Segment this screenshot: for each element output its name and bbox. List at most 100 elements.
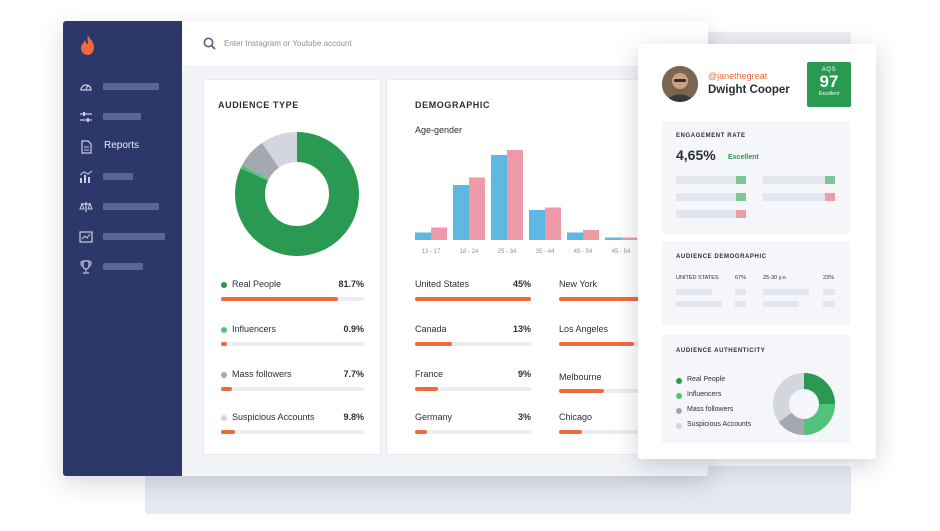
legend-dot [676, 423, 682, 429]
progress-track [559, 389, 708, 393]
scale-icon [79, 202, 93, 212]
city-row: Chicago [559, 412, 708, 442]
legend-value: 7.7% [343, 369, 364, 379]
search-icon[interactable] [203, 37, 216, 50]
sidebar: Reports [63, 21, 182, 476]
country-row: United States 45% [415, 279, 531, 309]
progress-fill [221, 342, 227, 346]
city-label: New York [559, 279, 598, 289]
progress-track [559, 430, 708, 434]
progress-fill [559, 342, 634, 346]
placeholder-bar [676, 289, 712, 295]
sidebar-item-compare[interactable] [79, 199, 179, 215]
progress-fill [415, 387, 439, 391]
legend-label: Influencers [232, 324, 277, 334]
progress-track [221, 387, 364, 391]
progress-fill [415, 297, 531, 301]
sidebar-item-reports[interactable]: Reports [79, 139, 179, 155]
sidebar-item-dashboard[interactable] [79, 79, 179, 95]
audience-demographic-card: AUDIENCE DEMOGRAPHIC UNITED STATES 67% 2… [662, 241, 850, 325]
sidebar-label-placeholder [103, 263, 143, 270]
bar-1-1 [469, 177, 485, 240]
x-tick-label: 13 - 17 [422, 249, 441, 255]
progress-track [559, 342, 708, 346]
progress-fill [415, 342, 453, 346]
progress-fill [415, 430, 427, 434]
country-label: France [415, 369, 444, 379]
progress-track [221, 430, 364, 434]
progress-track [415, 342, 531, 346]
country-value: 9% [517, 369, 531, 379]
legend-label: Real People [687, 376, 726, 383]
progress-track [415, 297, 531, 301]
legend-value: 0.9% [343, 324, 364, 334]
progress-fill [221, 297, 338, 301]
x-tick-label: 35 - 44 [536, 249, 555, 255]
placeholder-bar [735, 301, 746, 307]
country-row: Canada 13% [415, 324, 531, 354]
country-row: Germany 3% [415, 412, 531, 442]
placeholder-bar [735, 289, 746, 295]
bar-5-0 [605, 237, 621, 240]
x-tick-label: 18 - 24 [460, 249, 479, 255]
bar-0-1 [431, 227, 447, 240]
sidebar-item-analytics[interactable] [79, 169, 179, 185]
legend-label: Mass followers [232, 369, 292, 379]
legend-label: Suspicious Accounts [232, 412, 315, 422]
sliders-icon [80, 112, 92, 122]
donut-slice-suspicious-accounts [235, 132, 359, 256]
bar-chart-icon [79, 170, 93, 183]
engagement-bar [676, 176, 746, 184]
bar-2-1 [507, 150, 523, 240]
sidebar-item-label: Reports [104, 140, 140, 151]
sidebar-label-placeholder [103, 113, 141, 120]
trophy-icon [80, 260, 92, 274]
aqs-label: AQS [821, 67, 837, 73]
search-input[interactable] [224, 34, 524, 52]
bar-cap [825, 193, 835, 201]
progress-fill [559, 389, 604, 393]
aqs-score: 97 [819, 72, 839, 91]
bar-4-0 [567, 232, 583, 240]
legend-label: Real People [232, 279, 282, 289]
x-tick-label: 45 - 54 [574, 249, 593, 255]
legend-value: 9.8% [343, 412, 364, 422]
bar-2-0 [491, 155, 507, 240]
demo-age: 25-30 y.o. [763, 275, 788, 281]
placeholder-bar [676, 301, 722, 307]
engagement-grade: Excellent [728, 154, 759, 161]
sidebar-item-trends[interactable] [79, 229, 179, 245]
legend-dot [221, 372, 227, 378]
document-icon [81, 140, 92, 154]
progress-track [221, 342, 364, 346]
flame-logo-icon[interactable] [79, 34, 97, 56]
bar-1-0 [453, 185, 469, 240]
city-label: Chicago [559, 412, 593, 422]
bar-3-0 [529, 210, 545, 240]
demo-country-value: 67% [735, 275, 747, 281]
city-label: Los Angeles [559, 324, 609, 334]
progress-fill [559, 430, 582, 434]
engagement-bar [763, 176, 835, 184]
engagement-bar [676, 210, 746, 218]
sidebar-item-filters[interactable] [79, 109, 179, 125]
legend-dot [676, 408, 682, 414]
sidebar-item-rankings[interactable] [79, 259, 179, 275]
card-title: ENGAGEMENT RATE [676, 133, 746, 139]
card-title: AUDIENCE TYPE [218, 100, 299, 110]
profile-avatar[interactable] [662, 66, 698, 102]
city-row: New York [559, 279, 708, 309]
card-title: DEMOGRAPHIC [415, 100, 491, 110]
trend-icon [79, 231, 93, 243]
sidebar-label-placeholder [103, 233, 165, 240]
profile-handle[interactable]: @janethegreat [708, 71, 768, 81]
legend-dot [221, 327, 227, 333]
authenticity-donut [773, 373, 835, 435]
sidebar-label-placeholder [103, 83, 159, 90]
legend-dot [676, 393, 682, 399]
audience-type-donut [235, 132, 359, 256]
legend-dot [221, 282, 227, 288]
bar-cap [736, 210, 746, 218]
aqs-grade: Excellent [818, 91, 840, 97]
engagement-bar [676, 193, 746, 201]
